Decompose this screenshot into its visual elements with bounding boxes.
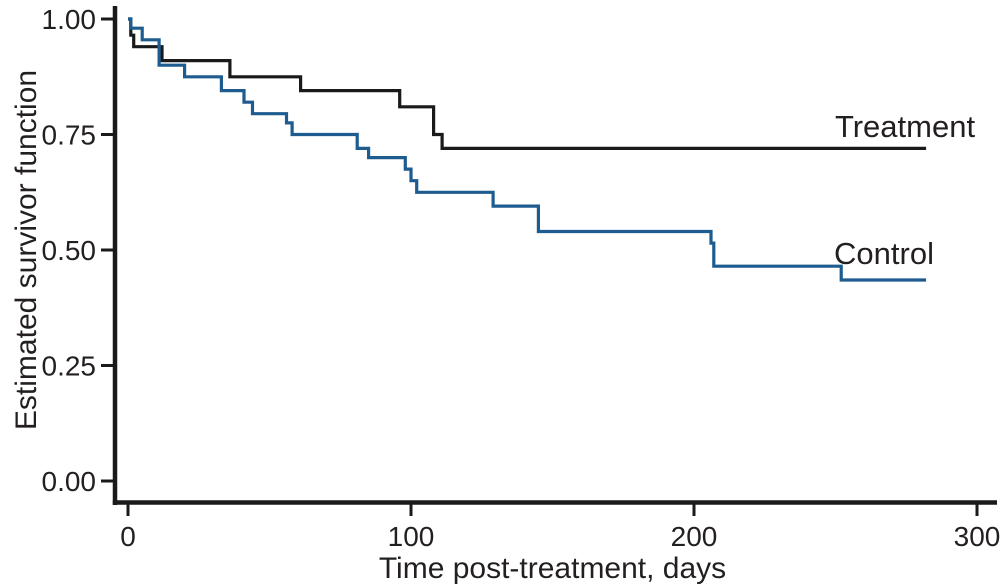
control-curve-label: Control (834, 236, 934, 271)
x-tick-label: 0 (120, 521, 136, 552)
treatment-survival-curve (128, 17, 927, 150)
y-tick-label: 0.75 (42, 120, 97, 151)
y-tick-label: 1.00 (42, 4, 97, 35)
x-tick-label: 300 (954, 521, 1000, 552)
x-axis-title: Time post-treatment, days (379, 552, 726, 585)
y-tick-label: 0.25 (42, 351, 97, 382)
treatment-curve-label: Treatment (835, 109, 976, 144)
y-axis-title: Estimated survivor function (10, 70, 43, 430)
control-survival-curve (128, 17, 927, 282)
y-tick-label: 0.00 (42, 466, 97, 497)
x-tick-label: 100 (388, 521, 435, 552)
x-tick-label: 200 (671, 521, 718, 552)
y-tick-label: 0.50 (42, 235, 97, 266)
